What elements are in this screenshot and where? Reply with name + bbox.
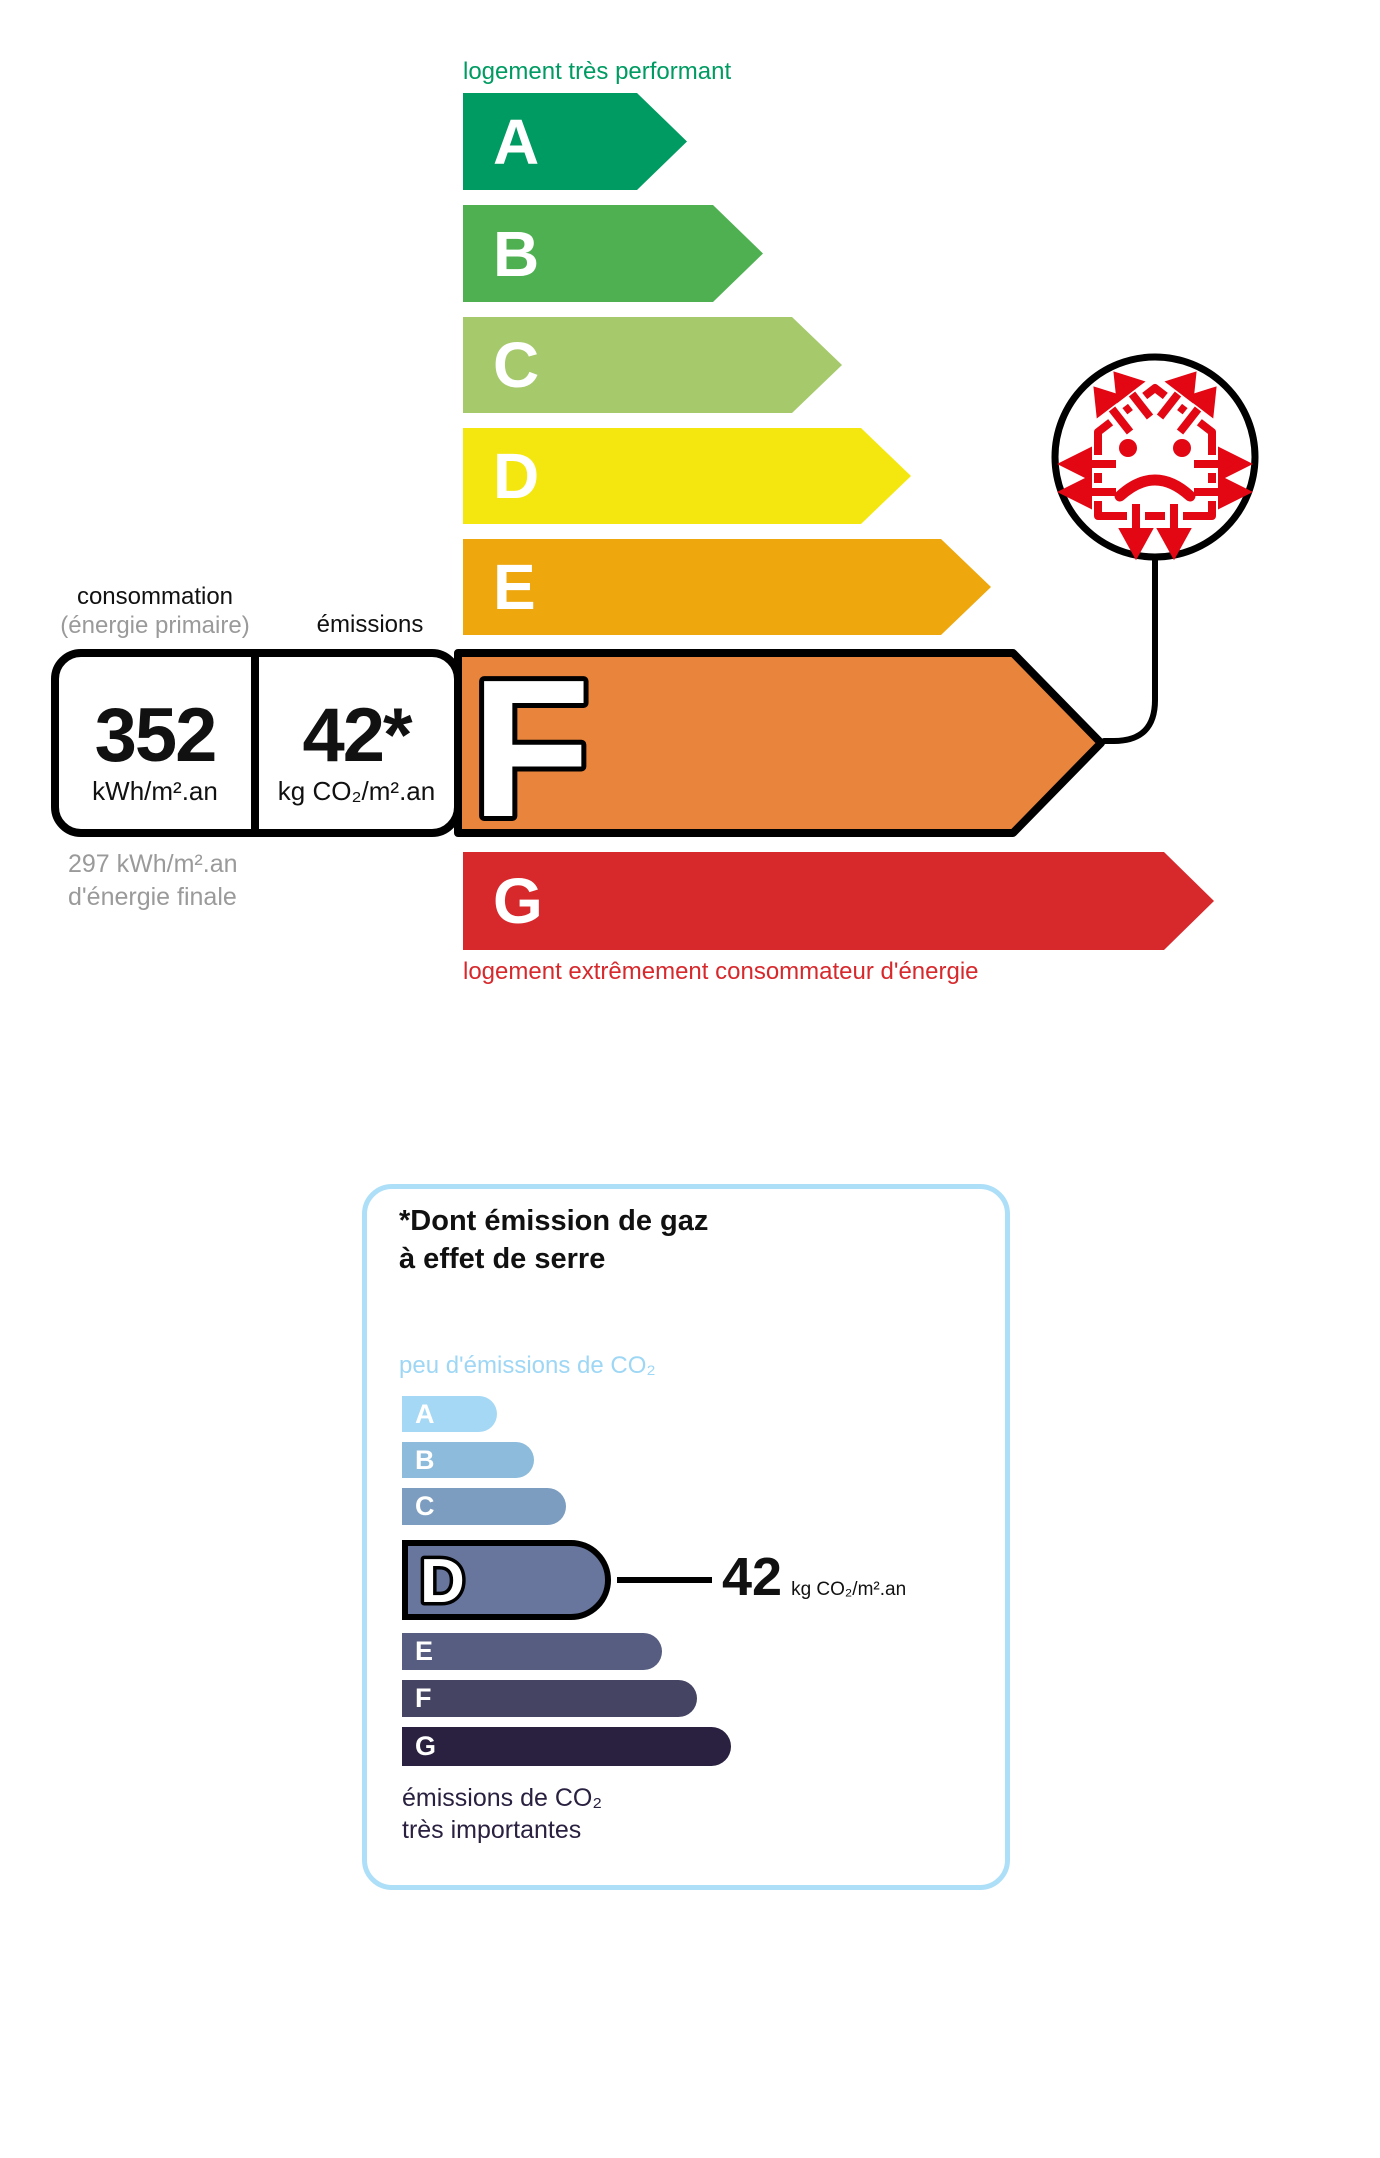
co2-bottom-label: émissions de CO₂ très importantes [402,1782,602,1846]
co2-panel-title: *Dont émission de gaz à effet de serre [399,1202,708,1278]
emissions-header: émissions [316,611,424,638]
energy-class-bar-a: A [463,93,687,190]
consumption-header: consommation (énergie primaire) [30,582,280,640]
co2-class-bar-b: B [402,1442,534,1478]
co2-rating-letter-d: D [417,1546,469,1614]
co2-class-bar-e: E [402,1633,662,1670]
energy-class-bar-b: B [463,205,763,302]
emissions-value: 42* [302,693,412,778]
consumption-value-block: 352 kWh/m².an [55,693,255,807]
energy-class-letter: A [493,105,540,178]
energy-class-bar-d: D [463,428,911,524]
co2-bottom-label-line2: très importantes [402,1816,582,1844]
energy-class-letter: C [493,329,540,401]
energy-class-letter: G [493,865,543,937]
co2-class-bar-c: C [402,1488,566,1525]
co2-class-letter: E [415,1636,434,1666]
co2-bottom-label-line1: émissions de CO₂ [402,1784,603,1812]
leak-arrows [1057,371,1253,561]
final-energy-line2: d'énergie finale [68,883,237,911]
co2-class-letter: G [415,1731,437,1761]
co2-value: 42 [722,1547,783,1607]
svg-text:D: D [420,1547,465,1614]
final-energy-note: 297 kWh/m².an d'énergie finale [68,848,238,914]
co2-title-line2: à effet de serre [399,1243,606,1275]
co2-class-letter: B [415,1444,435,1475]
energy-class-letter: E [493,551,536,623]
energy-class-bar-c: C [463,317,842,413]
consumption-header-line2: (énergie primaire) [60,612,250,639]
co2-value-unit: kg CO₂/m².an [791,1579,907,1600]
energy-class-letter: B [493,217,540,290]
co2-class-letter: C [415,1491,435,1521]
co2-class-bar-g: G [402,1727,731,1766]
sad-face [1114,439,1196,502]
co2-class-bar-d-active: D [402,1540,611,1620]
co2-class-letter: F [415,1683,432,1713]
co2-class-bar-a: A [402,1396,497,1432]
co2-value-row: 42 kg CO₂/m².an [722,1546,906,1608]
energy-class-letter: D [493,440,540,512]
consumption-value: 352 [94,693,218,778]
bottom-scale-label: logement extrêmement consommateur d'éner… [463,958,979,985]
consumption-unit: kWh/m².an [92,776,218,806]
badge-connector-line [1101,556,1158,744]
emissions-unit: kg CO₂/m².an [277,776,436,806]
co2-value-connector-line [617,1577,712,1583]
rating-letter-f: F [471,646,591,840]
house-outline [1094,384,1216,520]
top-scale-label: logement très performant [463,58,732,85]
co2-panel [362,1184,1010,1890]
emissions-value-block: 42* kg CO₂/m².an [255,693,458,807]
co2-class-letter: A [415,1398,435,1429]
final-energy-line1: 297 kWh/m².an [68,850,238,878]
co2-class-bar-f: F [402,1680,697,1717]
co2-top-label: peu d'émissions de CO₂ [399,1352,656,1379]
rating-row-f: F [51,646,1105,840]
energy-class-bar-e: E [463,539,991,635]
sad-house-energy-leak-icon [1051,353,1259,744]
co2-title-line1: *Dont émission de gaz [399,1205,709,1237]
consumption-header-line1: consommation [76,583,234,610]
energy-class-bar-g: G [463,852,1214,950]
